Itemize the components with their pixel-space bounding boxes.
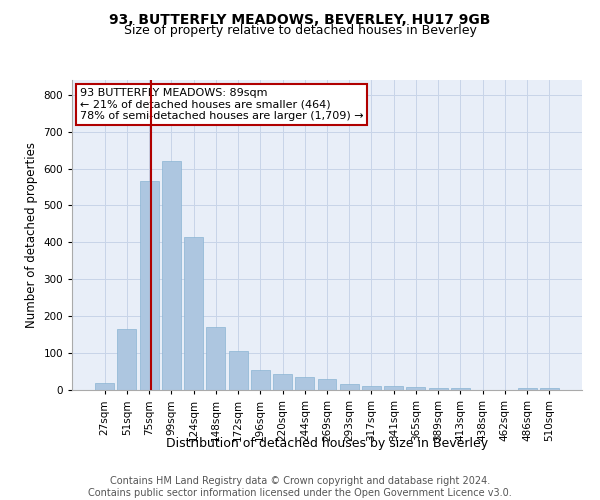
Y-axis label: Number of detached properties: Number of detached properties bbox=[25, 142, 38, 328]
Bar bbox=[540, 388, 559, 390]
Bar bbox=[362, 386, 381, 390]
Bar bbox=[229, 351, 248, 390]
Bar bbox=[273, 374, 292, 390]
Bar bbox=[295, 377, 314, 390]
Bar bbox=[340, 384, 359, 390]
Bar bbox=[451, 388, 470, 390]
Bar bbox=[162, 161, 181, 390]
Bar bbox=[206, 328, 225, 390]
Bar bbox=[140, 182, 158, 390]
Text: 93 BUTTERFLY MEADOWS: 89sqm
← 21% of detached houses are smaller (464)
78% of se: 93 BUTTERFLY MEADOWS: 89sqm ← 21% of det… bbox=[80, 88, 363, 121]
Bar bbox=[118, 329, 136, 390]
Text: 93, BUTTERFLY MEADOWS, BEVERLEY, HU17 9GB: 93, BUTTERFLY MEADOWS, BEVERLEY, HU17 9G… bbox=[109, 12, 491, 26]
Bar bbox=[184, 237, 203, 390]
Bar bbox=[384, 386, 403, 390]
Bar bbox=[251, 370, 270, 390]
Bar bbox=[429, 388, 448, 390]
Text: Distribution of detached houses by size in Beverley: Distribution of detached houses by size … bbox=[166, 438, 488, 450]
Bar bbox=[95, 382, 114, 390]
Text: Size of property relative to detached houses in Beverley: Size of property relative to detached ho… bbox=[124, 24, 476, 37]
Bar bbox=[406, 387, 425, 390]
Bar bbox=[317, 379, 337, 390]
Text: Contains HM Land Registry data © Crown copyright and database right 2024.
Contai: Contains HM Land Registry data © Crown c… bbox=[88, 476, 512, 498]
Bar bbox=[518, 388, 536, 390]
